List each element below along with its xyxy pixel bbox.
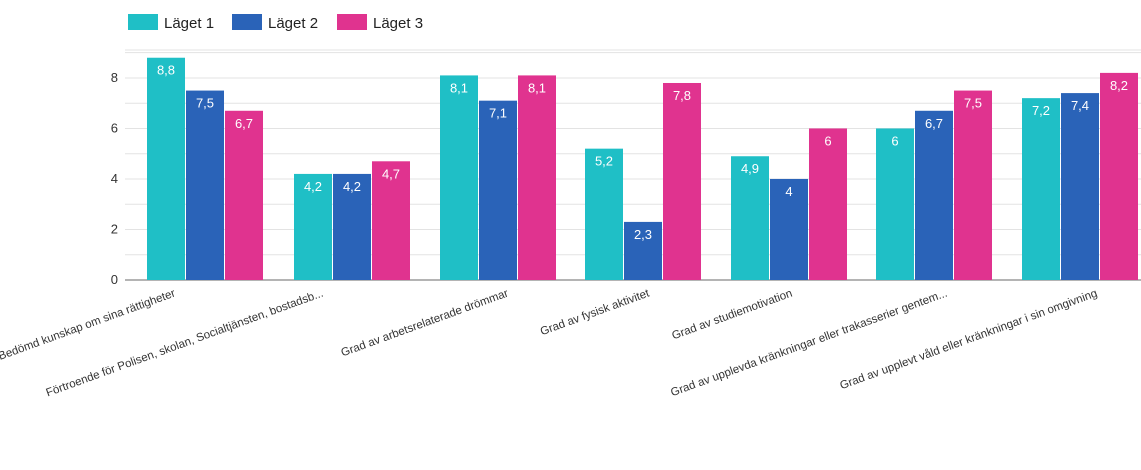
bar xyxy=(372,161,410,280)
bar-value-label: 7,1 xyxy=(489,106,507,121)
bar-value-label: 6 xyxy=(824,133,831,148)
bar xyxy=(225,110,263,280)
bar xyxy=(440,75,478,280)
bar-value-label: 8,2 xyxy=(1110,78,1128,93)
legend-label: Läget 2 xyxy=(268,15,318,32)
bar xyxy=(479,100,517,280)
bar xyxy=(731,156,769,280)
y-axis-ticks: 0 2 4 6 8 xyxy=(111,70,118,287)
y-tick-label: 4 xyxy=(111,171,118,186)
bar xyxy=(585,148,623,280)
bar-value-label: 8,1 xyxy=(528,80,546,95)
bar-value-label: 4,9 xyxy=(741,161,759,176)
x-category-label: Grad av fysisk aktivitet xyxy=(539,287,652,338)
x-category-label: Förtroende för Polisen, skolan, Socialtj… xyxy=(45,288,325,400)
bar xyxy=(624,221,662,280)
y-tick-label: 0 xyxy=(111,272,118,287)
legend: Läget 1 Läget 2 Läget 3 xyxy=(128,14,423,32)
bar-value-label: 8,1 xyxy=(450,80,468,95)
bar xyxy=(1022,98,1060,280)
bar xyxy=(518,75,556,280)
bar-value-label: 4 xyxy=(785,184,792,199)
bars: 8,8 7,5 6,7 4,2 4,2 4,7 8,1 7,1 8,1 5,2 2,3 7,8 4,9 4… xyxy=(147,57,1138,281)
y-tick-label: 2 xyxy=(111,221,118,236)
bar-value-label: 4,7 xyxy=(382,166,400,181)
bar-value-label: 7,2 xyxy=(1032,103,1050,118)
bar-value-label: 4,2 xyxy=(343,179,361,194)
bar-value-label: 8,8 xyxy=(157,63,175,78)
x-category-label: Grad av upplevt våld eller kränkningar i… xyxy=(838,288,1099,393)
bar xyxy=(876,128,914,280)
bar xyxy=(663,82,701,281)
bar-value-label: 6,7 xyxy=(925,116,943,131)
bar xyxy=(770,178,808,280)
bar-value-label: 2,3 xyxy=(634,227,652,242)
bar-value-label: 7,5 xyxy=(964,96,982,111)
legend-label: Läget 3 xyxy=(373,15,423,32)
legend-swatch xyxy=(232,14,262,30)
bar xyxy=(294,173,332,280)
x-category-label: Grad av arbetsrelaterade drömmar xyxy=(340,287,511,359)
bar xyxy=(915,110,953,280)
x-category-label: Grad av studiemotivation xyxy=(670,288,794,343)
bar-value-label: 6,7 xyxy=(235,116,253,131)
bar-value-label: 6 xyxy=(891,133,898,148)
bar xyxy=(1100,72,1138,280)
bar xyxy=(809,128,847,280)
bar-value-label: 7,5 xyxy=(196,96,214,111)
y-tick-label: 6 xyxy=(111,120,118,135)
legend-swatch xyxy=(337,14,367,30)
y-tick-label: 8 xyxy=(111,70,118,85)
x-axis-labels: Bedömd kunskap om sina rättigheterFörtro… xyxy=(0,287,1099,399)
legend-swatch xyxy=(128,14,158,30)
x-category-label: Grad av upplevda kränkningar eller traka… xyxy=(669,288,949,400)
bar-value-label: 4,2 xyxy=(304,179,322,194)
bar-value-label: 7,8 xyxy=(673,88,691,103)
bar xyxy=(1061,93,1099,281)
bar xyxy=(147,57,185,280)
bar-value-label: 7,4 xyxy=(1071,98,1089,113)
bar xyxy=(186,90,224,280)
bar-value-label: 5,2 xyxy=(595,154,613,169)
bar xyxy=(333,173,371,280)
bar xyxy=(954,90,992,280)
legend-label: Läget 1 xyxy=(164,15,214,32)
